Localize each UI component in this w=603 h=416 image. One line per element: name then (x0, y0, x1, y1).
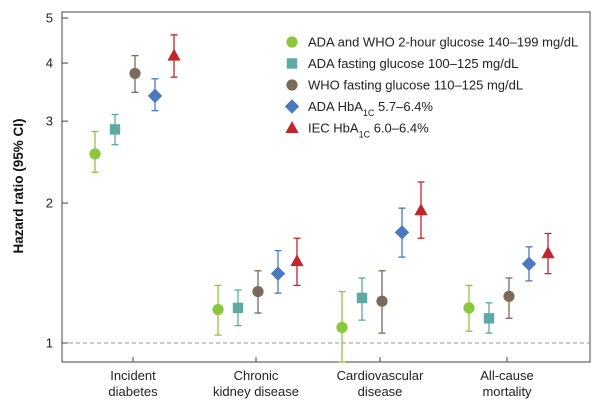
legend-label-subscript: 1C (359, 130, 371, 140)
data-point (147, 88, 163, 104)
legend-label-main: ADA and WHO 2-hour glucose 140–199 mg/dL (308, 35, 578, 50)
legend-label: WHO fasting glucose 110–125 mg/dL (308, 78, 523, 93)
series-2 (109, 113, 495, 334)
legend-marker (286, 58, 298, 69)
category-label-line: Incident (110, 368, 156, 383)
series-1 (89, 130, 475, 363)
data-point (414, 203, 428, 216)
category-label: Chronic kidney disease (213, 368, 299, 399)
legend-marker (286, 79, 298, 91)
legend-label: ADA and WHO 2-hour glucose 140–199 mg/dL (308, 35, 578, 50)
legend-entry: IEC HbA1C 6.0–6.4% (285, 121, 429, 140)
series-3 (129, 54, 515, 334)
data-point (167, 48, 181, 61)
legend-label-tail: 5.7–6.4% (374, 99, 433, 114)
legend-entry: ADA HbA1C 5.7–6.4% (284, 99, 433, 118)
axes: 1 2 3 4 5 Incident diabetes Chronic kidney disea… (46, 11, 591, 399)
category-label-line: Cardiovascular (337, 368, 424, 383)
series-4 (147, 78, 537, 294)
data-point (212, 303, 224, 316)
category-label: All-cause mortality (480, 368, 533, 399)
category-label: Incident diabetes (108, 368, 158, 399)
legend-entry: ADA and WHO 2-hour glucose 140–199 mg/dL (286, 35, 578, 50)
legend-label: ADA fasting glucose 100–125 mg/dL (308, 56, 518, 71)
legend-label-main: IEC HbA (308, 121, 359, 136)
data-point (290, 254, 304, 267)
category-label-line: kidney disease (213, 384, 299, 399)
data-point (503, 290, 515, 302)
data-point (376, 295, 388, 307)
legend: ADA and WHO 2-hour glucose 140–199 mg/dL… (284, 35, 578, 140)
category-label-line: All-cause (480, 368, 533, 383)
legend-label-main: ADA HbA (308, 99, 363, 114)
y-axis-label: Hazard ratio (95% CI) (11, 118, 26, 253)
data-point (394, 225, 410, 240)
legend-label-main: WHO fasting glucose 110–125 mg/dL (308, 78, 523, 93)
data-point (463, 302, 475, 314)
data-point (336, 321, 348, 334)
data-point (541, 246, 555, 259)
data-point (356, 292, 368, 304)
legend-entry: ADA fasting glucose 100–125 mg/dL (286, 56, 518, 71)
category-label-line: Chronic (234, 368, 279, 383)
data-point (129, 67, 141, 80)
y-tick-label: 1 (46, 336, 53, 351)
plot-frame (61, 11, 591, 363)
y-tick-label: 3 (46, 114, 53, 129)
plot-area (89, 34, 555, 363)
data-point (89, 148, 101, 160)
legend-label-subscript: 1C (363, 108, 375, 118)
data-point (109, 124, 121, 135)
category-label: Cardiovascular disease (337, 368, 424, 399)
y-tick-label: 4 (46, 56, 53, 71)
legend-marker (285, 121, 299, 133)
data-point (521, 256, 537, 272)
data-point (270, 266, 286, 281)
legend-label-tail: 6.0–6.4% (370, 121, 429, 136)
legend-entry: WHO fasting glucose 110–125 mg/dL (286, 78, 523, 93)
legend-label: IEC HbA1C 6.0–6.4% (308, 121, 429, 140)
data-point (483, 313, 495, 324)
legend-label: ADA HbA1C 5.7–6.4% (308, 99, 433, 118)
legend-marker (286, 36, 298, 48)
category-label-line: diabetes (108, 384, 158, 399)
legend-label-main: ADA fasting glucose 100–125 mg/dL (308, 56, 518, 71)
data-point (232, 302, 244, 314)
y-tick-label: 2 (46, 196, 53, 211)
category-label-line: mortality (482, 384, 532, 399)
y-tick-label: 5 (46, 11, 53, 26)
series-5 (167, 34, 555, 287)
legend-marker (284, 99, 300, 114)
category-label-line: disease (358, 384, 403, 399)
data-point (252, 285, 264, 298)
